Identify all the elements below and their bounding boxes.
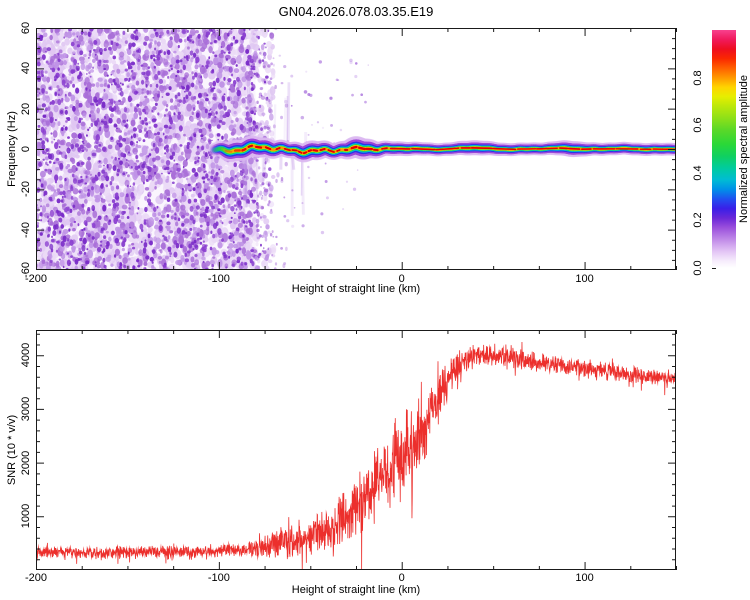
tick-label-freq: -40 [20, 221, 32, 238]
tick-label-colorbar: 0.6 [692, 117, 704, 133]
tick-label-freq: -60 [20, 262, 32, 278]
snr-panel [36, 330, 676, 570]
colorbar [712, 30, 736, 268]
tick-label-bottom-x: -100 [207, 572, 230, 584]
tick-label-bottom-x: 100 [575, 572, 594, 584]
tick-label-colorbar: 0.2 [692, 212, 704, 229]
tick-label-bottom-x: -200 [24, 572, 48, 584]
tick-label-colorbar: 0.0 [692, 260, 704, 276]
tick-label-snr: 1000 [20, 504, 32, 529]
tick-label-top-x: 100 [575, 273, 594, 285]
tick-label-bottom-x: 0 [398, 572, 405, 584]
spectrogram-panel [36, 28, 676, 270]
tick-label-top-x: 0 [398, 273, 405, 285]
tick-label-snr: 2000 [20, 450, 32, 475]
tick-label-snr: 3000 [20, 396, 32, 422]
height-axis-label-top: Height of straight line (km) [291, 283, 421, 295]
tick-label-colorbar: 0.8 [692, 69, 704, 86]
colorbar-label: Normalized spectral amplitude [738, 75, 750, 223]
tick-label-top-x: -200 [24, 273, 48, 285]
tick-label-top-x: -100 [207, 273, 230, 285]
plot-title: GN04.2026.078.03.35.E19 [278, 4, 434, 19]
tick-label-freq: -20 [20, 181, 32, 198]
height-axis-label-bottom: Height of straight line (km) [291, 584, 421, 596]
snr-axis-label: SNR (10 * v/v) [6, 414, 18, 486]
tick-label-freq: 0 [20, 145, 32, 153]
tick-label-colorbar: 0.4 [692, 165, 704, 181]
freq-axis-label: Frequency (Hz) [6, 111, 18, 187]
tick-label-freq: 60 [20, 21, 32, 35]
tick-label-snr: 4000 [20, 342, 32, 368]
tick-label-freq: 40 [20, 62, 32, 75]
tick-label-freq: 20 [20, 102, 32, 115]
